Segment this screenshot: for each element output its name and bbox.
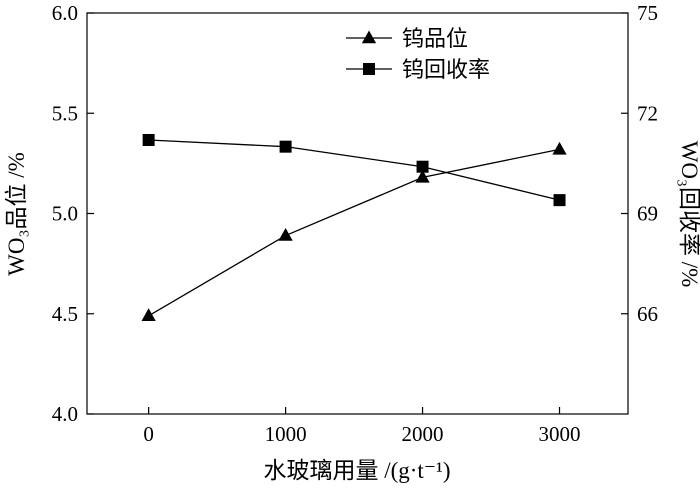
x-tick-label: 2000	[402, 422, 444, 446]
y-left-tick-label: 4.5	[52, 302, 78, 326]
x-tick-label: 0	[143, 422, 154, 446]
data-point-square	[142, 133, 155, 146]
y-right-tick-label: 75	[637, 1, 658, 25]
legend-label: 钨品位	[402, 27, 468, 52]
y-left-tick-label: 4.0	[52, 402, 78, 426]
data-point-triangle	[141, 308, 156, 322]
data-point-square	[416, 160, 429, 173]
series-layer	[141, 133, 567, 322]
data-point-triangle	[415, 169, 430, 183]
y-left-tick-label: 5.5	[52, 101, 78, 125]
y-axis-left-title: WO₃品位 /%	[4, 152, 29, 276]
series-line-1	[148, 148, 560, 317]
y-axis-right-title: WO₃回收率 /%	[677, 141, 700, 288]
legend-marker-triangle	[361, 30, 377, 44]
y-right-tick-label: 66	[637, 302, 658, 326]
y-left-tick-label: 6.0	[52, 1, 78, 25]
legend-label: 钨回收率	[402, 58, 490, 83]
data-point-square	[279, 140, 292, 153]
y-right-tick-label: 72	[637, 101, 658, 125]
y-right-tick-label: 69	[637, 202, 658, 226]
x-tick-label: 1000	[265, 422, 307, 446]
ticks-layer: 0 1000 2000 3000 4.0 4.5 5.0 5.5 6.0 66 69 72 75	[52, 1, 658, 446]
x-tick-label: 3000	[539, 422, 581, 446]
plot-frame	[86, 12, 629, 415]
data-point-triangle	[552, 141, 567, 155]
data-point-triangle	[278, 228, 293, 241]
data-point-square	[553, 194, 566, 207]
series-line-2	[148, 139, 560, 201]
x-axis-title: 水玻璃用量 /(g·t⁻¹)	[263, 458, 450, 483]
legend-marker-square	[363, 63, 375, 75]
y-left-tick-label: 5.0	[52, 202, 78, 226]
